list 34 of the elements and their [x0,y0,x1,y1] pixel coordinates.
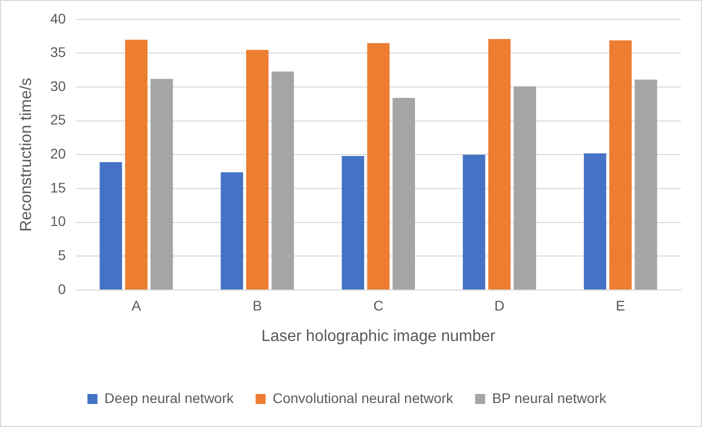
bar [100,162,122,290]
bar [125,40,148,290]
legend-label: BP neural network [492,390,608,406]
y-tick-label: 15 [50,179,66,196]
y-tick-label: 0 [58,280,66,297]
bar [488,39,511,290]
y-tick-label: 35 [50,44,66,60]
bar [634,80,658,290]
bar [220,172,244,290]
legend-label: Deep neural network [104,390,235,406]
bar [462,154,486,290]
y-tick-label: 30 [50,78,66,94]
y-tick-label: 5 [58,247,66,264]
bar [272,71,294,290]
bar [246,50,269,290]
y-tick-label: 40 [50,10,66,26]
x-tick-label: B [252,297,262,314]
y-tick-label: 20 [50,146,66,162]
x-tick-label: A [132,297,142,314]
x-axis-title: Laser holographic image number [261,328,496,345]
x-tick-label: C [373,297,384,314]
bar [342,156,364,290]
y-axis-title: Reconstruction time/s [18,78,36,232]
legend-label: Convolutional neural network [272,390,454,406]
bar [514,86,536,290]
bar [584,153,606,290]
bar [367,43,390,290]
bar [392,98,415,290]
bar [609,40,632,290]
y-tick-label: 10 [50,213,66,230]
y-tick-label: 25 [50,112,66,128]
x-tick-label: D [494,297,504,314]
bar [150,78,173,290]
x-tick-label: E [616,297,626,314]
